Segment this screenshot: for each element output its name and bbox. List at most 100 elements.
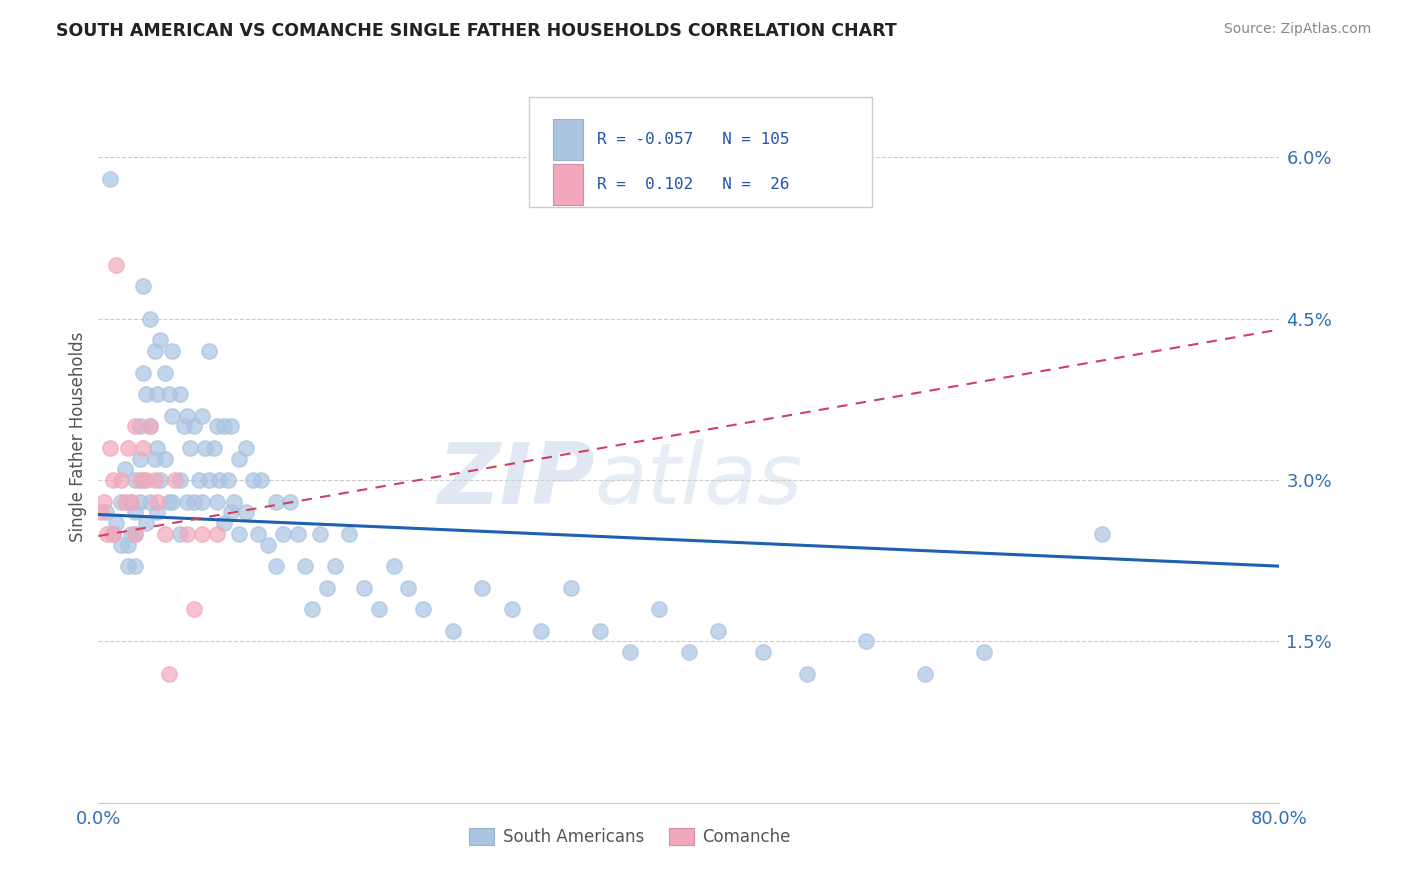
Point <box>398 581 420 595</box>
Point <box>153 527 176 541</box>
Point <box>96 527 118 541</box>
Point <box>176 409 198 423</box>
Point <box>157 666 180 681</box>
Point <box>796 666 818 681</box>
Point <box>228 451 250 466</box>
Point <box>264 559 287 574</box>
Point <box>242 473 264 487</box>
FancyBboxPatch shape <box>530 97 872 207</box>
Point <box>114 494 136 508</box>
Text: R =  0.102   N =  26: R = 0.102 N = 26 <box>596 178 789 192</box>
Point <box>205 494 228 508</box>
Point <box>94 505 117 519</box>
Point <box>205 527 228 541</box>
Point <box>110 538 132 552</box>
Point <box>648 602 671 616</box>
Point <box>103 527 125 541</box>
Point <box>205 419 228 434</box>
Point <box>530 624 553 638</box>
Point <box>301 602 323 616</box>
Point <box>90 505 112 519</box>
Point <box>124 473 146 487</box>
Point <box>157 387 180 401</box>
Point <box>202 441 225 455</box>
Point <box>191 409 214 423</box>
Point <box>105 258 128 272</box>
Point <box>973 645 995 659</box>
Point <box>224 494 246 508</box>
Point <box>855 634 877 648</box>
Point <box>153 451 176 466</box>
Point <box>198 344 221 359</box>
Point <box>169 473 191 487</box>
Point <box>412 602 434 616</box>
Point <box>139 419 162 434</box>
FancyBboxPatch shape <box>553 120 582 160</box>
Point <box>149 473 172 487</box>
Point <box>162 409 183 423</box>
Point <box>157 494 180 508</box>
Point <box>120 494 142 508</box>
Point <box>271 527 294 541</box>
Text: Source: ZipAtlas.com: Source: ZipAtlas.com <box>1223 22 1371 37</box>
Point <box>368 602 391 616</box>
Point <box>208 473 231 487</box>
Point <box>1091 527 1114 541</box>
Point <box>309 527 332 541</box>
FancyBboxPatch shape <box>553 164 582 204</box>
Text: R = -0.057   N = 105: R = -0.057 N = 105 <box>596 132 789 147</box>
Point <box>124 419 146 434</box>
Point <box>316 581 339 595</box>
Point <box>117 538 139 552</box>
Text: atlas: atlas <box>595 440 803 523</box>
Point <box>120 527 142 541</box>
Point <box>179 441 201 455</box>
Point <box>212 419 235 434</box>
Point <box>382 559 405 574</box>
Point <box>221 505 243 519</box>
Point <box>146 494 169 508</box>
Point <box>198 473 221 487</box>
Point <box>257 538 280 552</box>
Point <box>93 494 115 508</box>
Point <box>128 473 150 487</box>
Y-axis label: Single Father Households: Single Father Households <box>69 332 87 542</box>
Point <box>135 387 157 401</box>
Point <box>146 505 169 519</box>
Point <box>139 419 162 434</box>
Point <box>173 419 195 434</box>
Point <box>124 505 146 519</box>
Point <box>169 387 191 401</box>
Point <box>228 527 250 541</box>
Point <box>143 473 166 487</box>
Point <box>98 172 121 186</box>
Point <box>132 473 155 487</box>
Point <box>187 473 209 487</box>
Legend: South Americans, Comanche: South Americans, Comanche <box>463 822 797 853</box>
Point <box>246 527 269 541</box>
Point <box>217 473 239 487</box>
Point <box>128 494 150 508</box>
Point <box>176 527 198 541</box>
Point <box>162 494 183 508</box>
Point <box>287 527 309 541</box>
Point <box>139 494 162 508</box>
Point <box>128 451 150 466</box>
Point <box>235 505 257 519</box>
Point <box>471 581 494 595</box>
Point <box>149 333 172 347</box>
Point <box>280 494 302 508</box>
Point <box>752 645 775 659</box>
Point <box>707 624 730 638</box>
Point <box>146 441 169 455</box>
Point <box>132 366 155 380</box>
Point <box>146 387 169 401</box>
Text: SOUTH AMERICAN VS COMANCHE SINGLE FATHER HOUSEHOLDS CORRELATION CHART: SOUTH AMERICAN VS COMANCHE SINGLE FATHER… <box>56 22 897 40</box>
Point <box>250 473 273 487</box>
Point <box>353 581 375 595</box>
Point <box>120 494 142 508</box>
Point <box>132 441 155 455</box>
Point <box>169 527 191 541</box>
Point <box>294 559 316 574</box>
Point <box>128 419 150 434</box>
